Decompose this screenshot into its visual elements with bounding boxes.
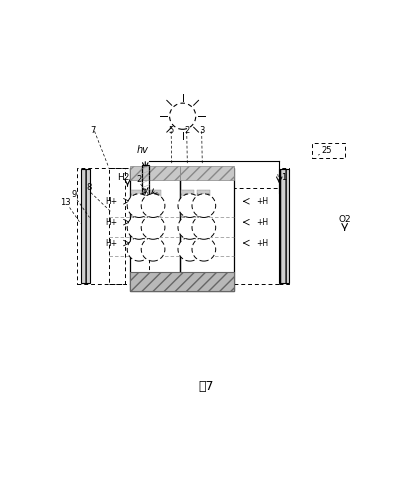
- Circle shape: [127, 216, 150, 240]
- Circle shape: [141, 194, 164, 217]
- Bar: [141, 165, 149, 213]
- Bar: [233, 188, 279, 285]
- Text: H2: H2: [117, 173, 130, 181]
- Bar: [130, 249, 144, 256]
- Bar: [311, 144, 344, 158]
- Bar: [130, 166, 179, 180]
- Text: 图7: 图7: [198, 380, 213, 393]
- Circle shape: [141, 238, 164, 261]
- Bar: [77, 168, 125, 285]
- Text: 2: 2: [136, 175, 142, 184]
- Text: 7: 7: [91, 126, 96, 135]
- Bar: [196, 190, 209, 198]
- Bar: [148, 229, 161, 237]
- Bar: [279, 168, 288, 285]
- Text: 13: 13: [59, 198, 70, 207]
- Text: H+: H+: [105, 197, 117, 206]
- Text: hv: hv: [136, 144, 148, 155]
- Circle shape: [192, 194, 215, 217]
- Circle shape: [178, 238, 201, 261]
- Bar: [196, 229, 209, 237]
- Bar: [148, 210, 161, 217]
- Bar: [109, 168, 149, 285]
- Bar: [130, 210, 144, 217]
- Text: 1: 1: [280, 173, 286, 182]
- Circle shape: [127, 194, 150, 217]
- Bar: [81, 169, 90, 283]
- Bar: [179, 166, 233, 180]
- Bar: [196, 249, 209, 256]
- Text: 5: 5: [168, 126, 174, 135]
- Bar: [148, 249, 161, 256]
- Text: 8: 8: [86, 183, 91, 192]
- Bar: [130, 272, 233, 291]
- Circle shape: [192, 238, 215, 261]
- Bar: [130, 190, 144, 198]
- Text: +H: +H: [255, 197, 267, 206]
- Text: 25: 25: [320, 145, 331, 155]
- Circle shape: [127, 238, 150, 261]
- Text: O2: O2: [338, 215, 350, 224]
- Text: +H: +H: [255, 217, 267, 227]
- Bar: [130, 229, 144, 237]
- Text: H+: H+: [105, 217, 117, 227]
- Text: 2: 2: [184, 126, 189, 135]
- Text: +H: +H: [255, 239, 267, 248]
- Circle shape: [141, 216, 164, 240]
- Bar: [196, 210, 209, 217]
- Bar: [148, 190, 161, 198]
- Bar: [180, 210, 194, 217]
- Bar: [180, 229, 194, 237]
- Bar: [179, 168, 233, 291]
- Text: 9: 9: [71, 190, 77, 199]
- Bar: [180, 190, 194, 198]
- Bar: [279, 169, 288, 283]
- Circle shape: [178, 194, 201, 217]
- Bar: [130, 168, 179, 291]
- Bar: [180, 249, 194, 256]
- Text: 3: 3: [198, 126, 204, 135]
- Circle shape: [192, 216, 215, 240]
- Text: H+: H+: [105, 239, 117, 248]
- Circle shape: [178, 216, 201, 240]
